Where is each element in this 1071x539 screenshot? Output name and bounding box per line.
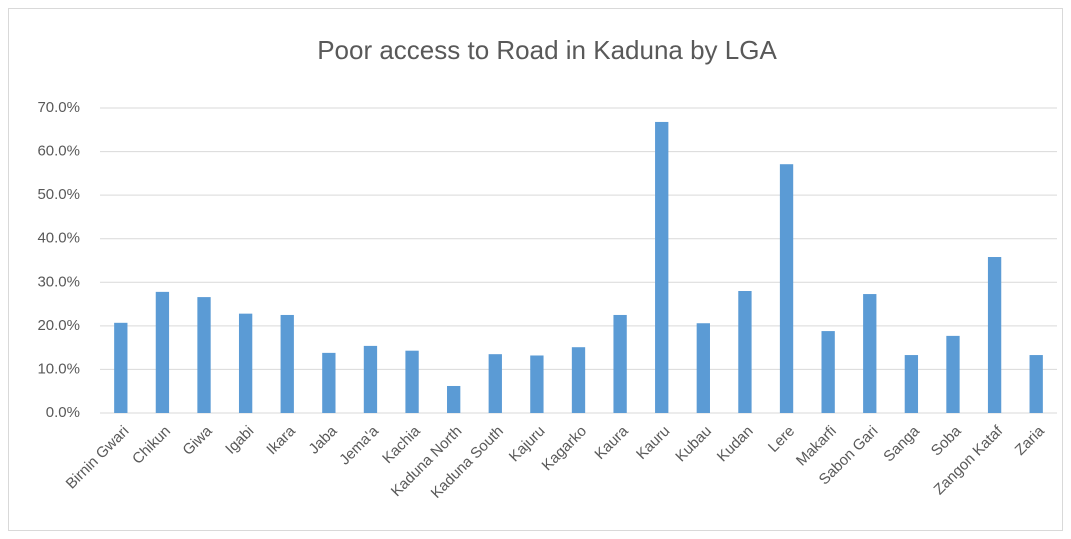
- bar: [114, 322, 128, 413]
- bar: [946, 335, 960, 413]
- y-tick-label: 20.0%: [37, 317, 80, 334]
- y-tick-label: 0.0%: [46, 404, 80, 421]
- bar: [655, 121, 669, 413]
- bar: [613, 314, 627, 413]
- bar: [1029, 355, 1043, 413]
- bar: [821, 331, 835, 413]
- y-tick-label: 60.0%: [37, 143, 80, 160]
- bar: [197, 297, 211, 413]
- bar: [280, 314, 294, 413]
- y-tick-label: 70.0%: [37, 99, 80, 116]
- bar: [363, 345, 378, 413]
- chart-frame: [8, 8, 1063, 531]
- y-tick-label: 10.0%: [37, 360, 80, 377]
- chart-title: Poor access to Road in Kaduna by LGA: [317, 35, 777, 65]
- bar: [987, 257, 1002, 413]
- bar: [155, 291, 170, 413]
- bar: [904, 355, 919, 413]
- y-tick-label: 40.0%: [37, 230, 80, 247]
- bar: [779, 164, 794, 413]
- bar: [863, 294, 877, 413]
- bar: [322, 352, 336, 413]
- bar: [571, 347, 586, 413]
- bar: [530, 355, 544, 413]
- y-tick-label: 30.0%: [37, 273, 80, 290]
- bar: [738, 291, 752, 413]
- bar: [488, 354, 502, 413]
- y-tick-label: 50.0%: [37, 186, 80, 203]
- bar: [696, 323, 710, 413]
- bar: [238, 313, 253, 413]
- bar: [447, 385, 461, 413]
- bar: [405, 350, 419, 413]
